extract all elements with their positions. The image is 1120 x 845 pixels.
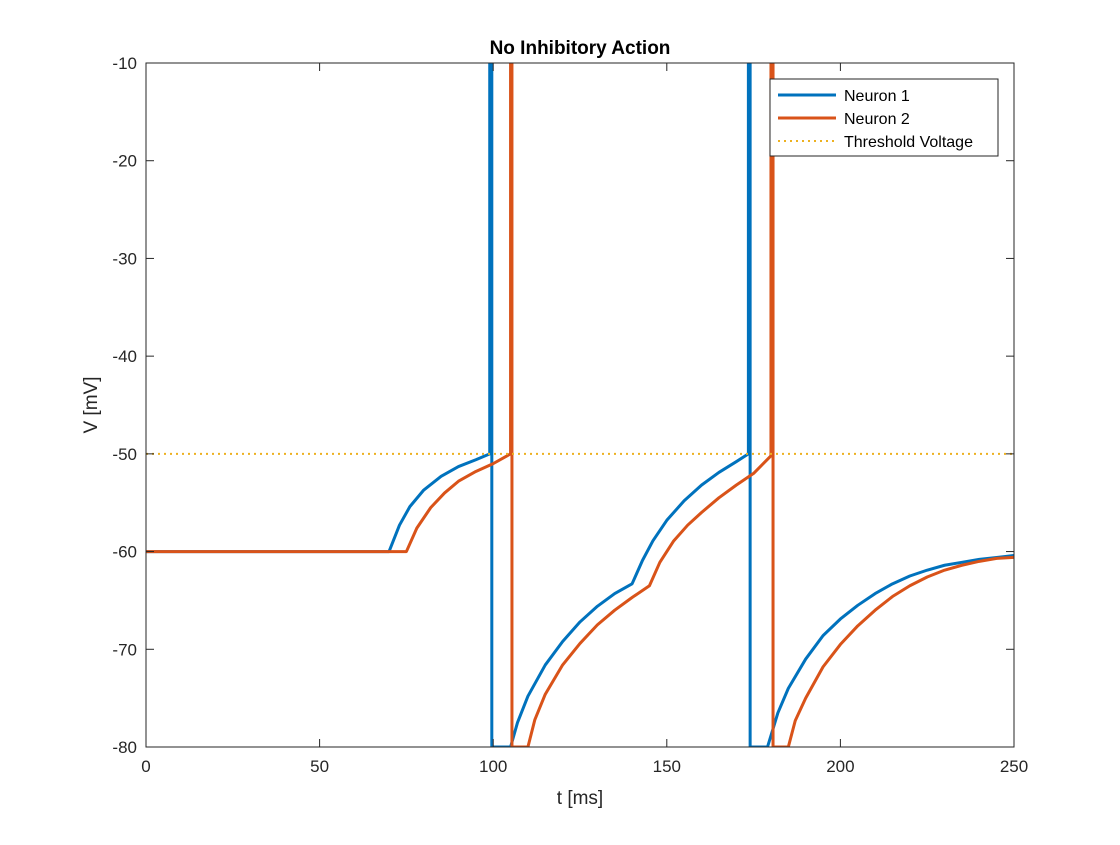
legend-label: Neuron 2: [844, 111, 910, 128]
chart-title: No Inhibitory Action: [490, 38, 671, 59]
tick-layer: 0 50 100 150 200 250 -10 -20 -30 -40 -50 -60 -70 -80: [112, 54, 1028, 776]
axes-box: [145, 62, 1015, 748]
x-tick-label: 50: [310, 757, 329, 776]
legend-label: Neuron 1: [844, 88, 910, 105]
x-tick-label: 200: [826, 757, 854, 776]
y-axis-label: V [mV]: [81, 376, 102, 433]
series-line-neuron-1: [146, 63, 1014, 747]
legend: Neuron 1 Neuron 2 Threshold Voltage: [769, 78, 999, 157]
y-tick-label: -20: [112, 152, 137, 171]
x-axis-label: t [ms]: [557, 788, 603, 809]
y-tick-label: -30: [112, 249, 137, 268]
x-tick-label: 250: [1000, 757, 1028, 776]
y-tick-label: -70: [112, 640, 137, 659]
x-tick-label: 150: [653, 757, 681, 776]
x-tick-label: 0: [141, 757, 150, 776]
x-tick-label: 100: [479, 757, 507, 776]
y-tick-label: -60: [112, 543, 137, 562]
series-line-neuron-2: [146, 63, 1014, 747]
plot-background: [146, 63, 1014, 747]
legend-label: Threshold Voltage: [844, 134, 973, 151]
y-tick-label: -50: [112, 445, 137, 464]
series-layer: [146, 63, 1014, 747]
y-tick-label: -80: [112, 738, 137, 757]
y-tick-label: -40: [112, 347, 137, 366]
y-tick-label: -10: [112, 54, 137, 73]
legend-items: Neuron 1 Neuron 2 Threshold Voltage: [778, 88, 973, 151]
